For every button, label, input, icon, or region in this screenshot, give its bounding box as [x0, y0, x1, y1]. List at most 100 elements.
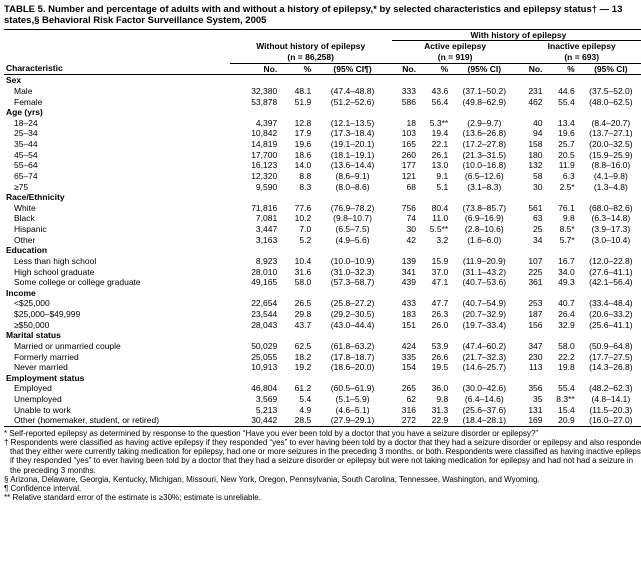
header-active: Active epilepsy: [392, 41, 519, 52]
cell: (4.9–5.6): [313, 235, 392, 246]
cell: 58.0: [279, 277, 313, 288]
cell: 12.8: [279, 118, 313, 129]
cell: 5.2: [279, 235, 313, 246]
table-row: Less than high school8,92310.4(10.0–10.9…: [4, 256, 641, 267]
cell: 169: [518, 415, 544, 426]
cell: 121: [392, 171, 418, 182]
cell: 316: [392, 405, 418, 416]
cell: 14.0: [279, 160, 313, 171]
cell: 19.6: [545, 128, 577, 139]
cell: 26.4: [545, 309, 577, 320]
cell: (6.9–16.9): [450, 213, 518, 224]
cell: 341: [392, 267, 418, 278]
cell: High school graduate: [4, 267, 230, 278]
cell: 25: [518, 224, 544, 235]
cell: 333: [392, 86, 418, 97]
cell: 5.4: [279, 394, 313, 405]
cell: 103: [392, 128, 418, 139]
table-row: Hispanic3,4477.0(6.5–7.5)305.5**(2.8–10.…: [4, 224, 641, 235]
cell: 43.7: [279, 320, 313, 331]
cell: (27.9–29.1): [313, 415, 392, 426]
cell: 12,320: [230, 171, 280, 182]
cell: Female: [4, 97, 230, 108]
cell: 9.8: [545, 213, 577, 224]
table-row: 65–7412,3208.8(8.6–9.1)1219.1(6.5–12.6)5…: [4, 171, 641, 182]
cell: (9.8–10.7): [313, 213, 392, 224]
cell: 80.4: [418, 203, 450, 214]
cell: 71,816: [230, 203, 280, 214]
cell: 9,590: [230, 182, 280, 193]
col-pct: %: [545, 63, 577, 75]
cell: 586: [392, 97, 418, 108]
col-pct: %: [279, 63, 313, 75]
cell: 19.5: [418, 362, 450, 373]
cell: 74: [392, 213, 418, 224]
cell: (14.6–25.7): [450, 362, 518, 373]
table-row: Other3,1635.2(4.9–5.6)423.2(1.6–6.0)345.…: [4, 235, 641, 246]
cell: (48.2–62.3): [577, 383, 641, 394]
cell: (40.7–54.9): [450, 298, 518, 309]
cell: 183: [392, 309, 418, 320]
footnote: * Self-reported epilepsy as determined b…: [4, 429, 641, 438]
cell: 11.9: [545, 160, 577, 171]
cell: 439: [392, 277, 418, 288]
cell: (17.2–27.8): [450, 139, 518, 150]
cell: 31.3: [418, 405, 450, 416]
cell: 107: [518, 256, 544, 267]
cell: 154: [392, 362, 418, 373]
cell: 30,442: [230, 415, 280, 426]
cell: 31.6: [279, 267, 313, 278]
cell: 47.7: [418, 298, 450, 309]
cell: (3.1–8.3): [450, 182, 518, 193]
cell: ≥$50,000: [4, 320, 230, 331]
cell: 3.2: [418, 235, 450, 246]
cell: Married or unmarried couple: [4, 341, 230, 352]
cell: 68: [392, 182, 418, 193]
col-characteristic: Characteristic: [4, 63, 230, 75]
cell: (25.6–37.6): [450, 405, 518, 416]
cell: (2.9–9.7): [450, 118, 518, 129]
cell: 131: [518, 405, 544, 416]
col-ci: (95% CI): [577, 63, 641, 75]
cell: 15.9: [418, 256, 450, 267]
cell: <$25,000: [4, 298, 230, 309]
cell: 272: [392, 415, 418, 426]
cell: 5.3**: [418, 118, 450, 129]
cell: 13.0: [418, 160, 450, 171]
cell: (8.6–9.1): [313, 171, 392, 182]
cell: 8.3**: [545, 394, 577, 405]
cell: 34.0: [545, 267, 577, 278]
cell: White: [4, 203, 230, 214]
cell: 361: [518, 277, 544, 288]
cell: 22.9: [418, 415, 450, 426]
table-row: Employed46,80461.2(60.5–61.9)26536.0(30.…: [4, 383, 641, 394]
cell: (76.9–78.2): [313, 203, 392, 214]
cell: 19.4: [418, 128, 450, 139]
cell: 25.7: [545, 139, 577, 150]
cell: (19.1–20.1): [313, 139, 392, 150]
cell: (47.4–60.2): [450, 341, 518, 352]
cell: Other (homemaker, student, or retired): [4, 415, 230, 426]
cell: 225: [518, 267, 544, 278]
cell: 28,043: [230, 320, 280, 331]
cell: (4.6–5.1): [313, 405, 392, 416]
cell: 265: [392, 383, 418, 394]
cell: Less than high school: [4, 256, 230, 267]
cell: $25,000–$49,999: [4, 309, 230, 320]
cell: 45–54: [4, 150, 230, 161]
cell: (10.0–16.8): [450, 160, 518, 171]
cell: (51.2–52.6): [313, 97, 392, 108]
cell: 76.1: [545, 203, 577, 214]
cell: (6.5–12.6): [450, 171, 518, 182]
cell: Male: [4, 86, 230, 97]
cell: (10.0–10.9): [313, 256, 392, 267]
cell: 335: [392, 352, 418, 363]
cell: 43.6: [418, 86, 450, 97]
cell: (43.0–44.4): [313, 320, 392, 331]
cell: Black: [4, 213, 230, 224]
cell: (12.1–13.5): [313, 118, 392, 129]
cell: 32,380: [230, 86, 280, 97]
section-label: Income: [4, 288, 641, 299]
cell: (25.8–27.2): [313, 298, 392, 309]
cell: 7.0: [279, 224, 313, 235]
